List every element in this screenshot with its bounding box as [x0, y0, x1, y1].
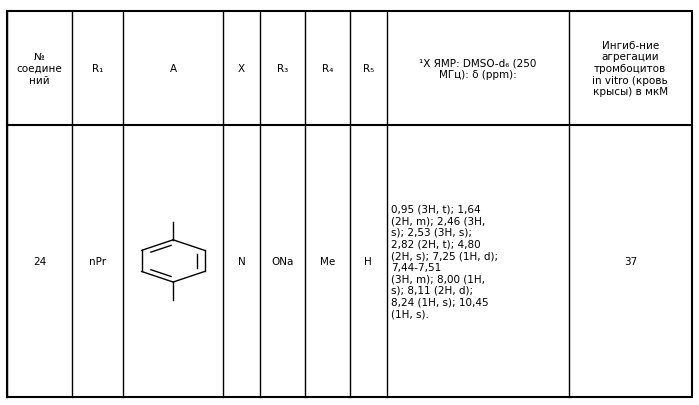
Text: 37: 37: [624, 256, 637, 266]
Text: X: X: [238, 64, 245, 74]
Text: A: A: [170, 64, 177, 74]
Text: nPr: nPr: [89, 256, 106, 266]
Text: ¹Х ЯМР: DMSO-d₆ (250
МГц): δ (ppm):: ¹Х ЯМР: DMSO-d₆ (250 МГц): δ (ppm):: [419, 58, 537, 80]
Text: N: N: [238, 256, 245, 266]
Text: H: H: [364, 256, 372, 266]
Text: R₄: R₄: [322, 64, 333, 74]
Text: ONa: ONa: [271, 256, 294, 266]
Text: Me: Me: [319, 256, 335, 266]
Text: 0,95 (3H, t); 1,64
(2H, m); 2,46 (3H,
s); 2,53 (3H, s);
2,82 (2H, t); 4,80
(2H, : 0,95 (3H, t); 1,64 (2H, m); 2,46 (3H, s)…: [391, 204, 498, 318]
Text: R₁: R₁: [92, 64, 103, 74]
Text: Ингиб-ние
агрегации
тромбоцитов
in vitro (кровь
крысы) в мкМ: Ингиб-ние агрегации тромбоцитов in vitro…: [593, 41, 668, 97]
Text: №
соедине
ний: № соедине ний: [17, 52, 62, 85]
Text: R₅: R₅: [363, 64, 374, 74]
Text: R₃: R₃: [277, 64, 288, 74]
Text: 24: 24: [33, 256, 46, 266]
